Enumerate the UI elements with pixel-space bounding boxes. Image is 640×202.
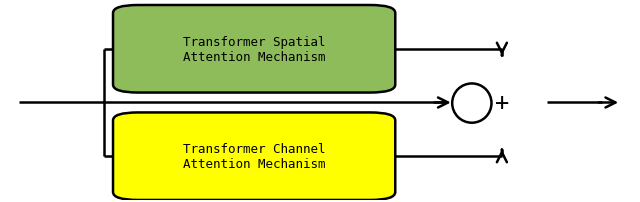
Circle shape [452,84,492,123]
Text: Transformer Spatial
Attention Mechanism: Transformer Spatial Attention Mechanism [183,36,325,63]
FancyBboxPatch shape [113,113,396,200]
Text: Transformer Channel
Attention Mechanism: Transformer Channel Attention Mechanism [183,142,325,170]
Text: +: + [495,91,509,115]
FancyBboxPatch shape [113,6,396,93]
